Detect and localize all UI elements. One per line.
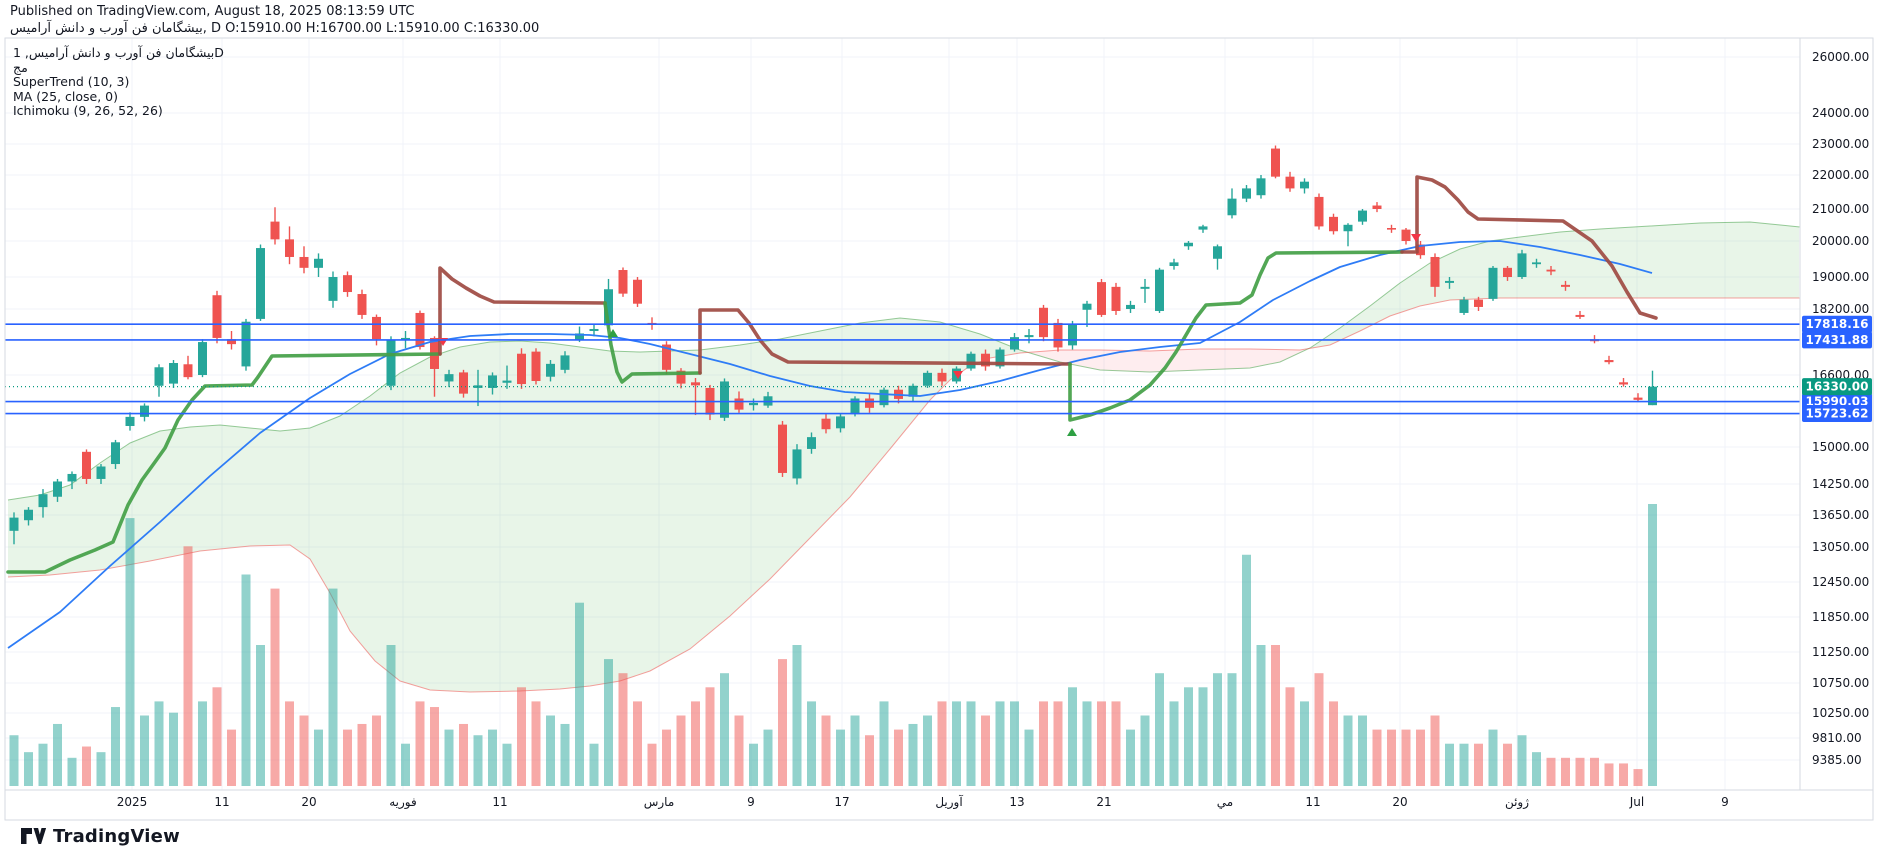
- svg-text:11850.00: 11850.00: [1812, 610, 1869, 624]
- svg-text:10750.00: 10750.00: [1812, 676, 1869, 690]
- time-axis[interactable]: 2025 11 20 فوريه 11 مارس 9 17 آوريل 13 21 مي 11 20 ژوئ…: [117, 794, 1729, 810]
- price-line-badge: 17818.16: [1802, 315, 1872, 333]
- svg-text:21000.00: 21000.00: [1812, 202, 1869, 216]
- svg-text:24000.00: 24000.00: [1812, 106, 1869, 120]
- buy-signal-icon: [608, 329, 618, 337]
- svg-text:11250.00: 11250.00: [1812, 645, 1869, 659]
- svg-text:20: 20: [1392, 795, 1407, 809]
- svg-text:11: 11: [492, 795, 507, 809]
- svg-text:15723.62: 15723.62: [1805, 407, 1868, 421]
- svg-text:26000.00: 26000.00: [1812, 50, 1869, 64]
- svg-text:Jul: Jul: [1629, 795, 1644, 809]
- last-price-badge: 16330.00: [1802, 378, 1872, 396]
- svg-text:22000.00: 22000.00: [1812, 168, 1869, 182]
- svg-text:9: 9: [747, 795, 755, 809]
- svg-text:19000.00: 19000.00: [1812, 270, 1869, 284]
- svg-text:9385.00: 9385.00: [1812, 753, 1862, 767]
- svg-text:9810.00: 9810.00: [1812, 731, 1862, 745]
- price-line-badge: 15723.62: [1802, 405, 1872, 423]
- svg-text:14250.00: 14250.00: [1812, 477, 1869, 491]
- tradingview-logo-text: TradingView: [53, 825, 180, 847]
- legend-indicator-ma[interactable]: MA (25, close, 0): [13, 88, 119, 104]
- svg-text:13650.00: 13650.00: [1812, 508, 1869, 522]
- svg-text:18200.00: 18200.00: [1812, 302, 1869, 316]
- legend-indicator-supertrend[interactable]: SuperTrend (10, 3): [13, 74, 130, 90]
- svg-text:13: 13: [1009, 795, 1024, 809]
- buy-signal-icon: [1067, 428, 1077, 436]
- svg-text:17431.88: 17431.88: [1805, 333, 1868, 347]
- horizontal-price-lines[interactable]: [5, 323, 1800, 415]
- legend-exchange: مج: [13, 59, 28, 75]
- chart-legend: بيشگامان فن آورب و دانش آراميس, 1D مج Su…: [13, 45, 224, 119]
- svg-text:12450.00: 12450.00: [1812, 575, 1869, 589]
- svg-text:2025: 2025: [117, 795, 148, 809]
- svg-text:17818.16: 17818.16: [1805, 317, 1868, 331]
- svg-text:20000.00: 20000.00: [1812, 234, 1869, 248]
- volume-bars: [9, 504, 1657, 786]
- legend-symbol-interval[interactable]: بيشگامان فن آورب و دانش آراميس, 1D: [13, 45, 224, 60]
- svg-text:مارس: مارس: [644, 795, 675, 810]
- supertrend-line: [6, 175, 1658, 574]
- symbol-ohlc-line: بيشگامان فن آورب و دانش آراميس, D O:1591…: [10, 21, 540, 36]
- svg-text:21: 21: [1096, 795, 1111, 809]
- svg-text:17: 17: [834, 795, 849, 809]
- svg-text:مي: مي: [1217, 795, 1233, 809]
- sell-signal-icon: [1411, 234, 1421, 242]
- tradingview-logo[interactable]: TradingView: [20, 824, 180, 848]
- svg-text:آوريل: آوريل: [935, 794, 963, 810]
- published-line: Published on TradingView.com, August 18,…: [10, 4, 415, 19]
- price-axis[interactable]: 26000.00 24000.00 23000.00 22000.00 21000.00…: [1802, 50, 1872, 767]
- svg-text:20: 20: [301, 795, 316, 809]
- svg-text:13050.00: 13050.00: [1812, 540, 1869, 554]
- legend-indicator-ichimoku[interactable]: Ichimoku (9, 26, 52, 26): [13, 103, 163, 119]
- svg-text:فوريه: فوريه: [389, 795, 417, 810]
- header: Published on TradingView.com, August 18,…: [10, 4, 539, 38]
- svg-text:11: 11: [1305, 795, 1320, 809]
- tradingview-logo-icon: [21, 828, 46, 844]
- svg-text:11: 11: [214, 795, 229, 809]
- svg-text:9: 9: [1721, 795, 1729, 809]
- sell-signal-icon: [953, 371, 963, 379]
- svg-text:10250.00: 10250.00: [1812, 706, 1869, 720]
- svg-text:16330.00: 16330.00: [1805, 380, 1868, 394]
- svg-text:ژوئن: ژوئن: [1505, 795, 1529, 810]
- svg-text:23000.00: 23000.00: [1812, 137, 1869, 151]
- plot-borders: [4, 37, 1874, 821]
- price-line-badge: 17431.88: [1802, 331, 1872, 349]
- svg-text:15000.00: 15000.00: [1812, 440, 1869, 454]
